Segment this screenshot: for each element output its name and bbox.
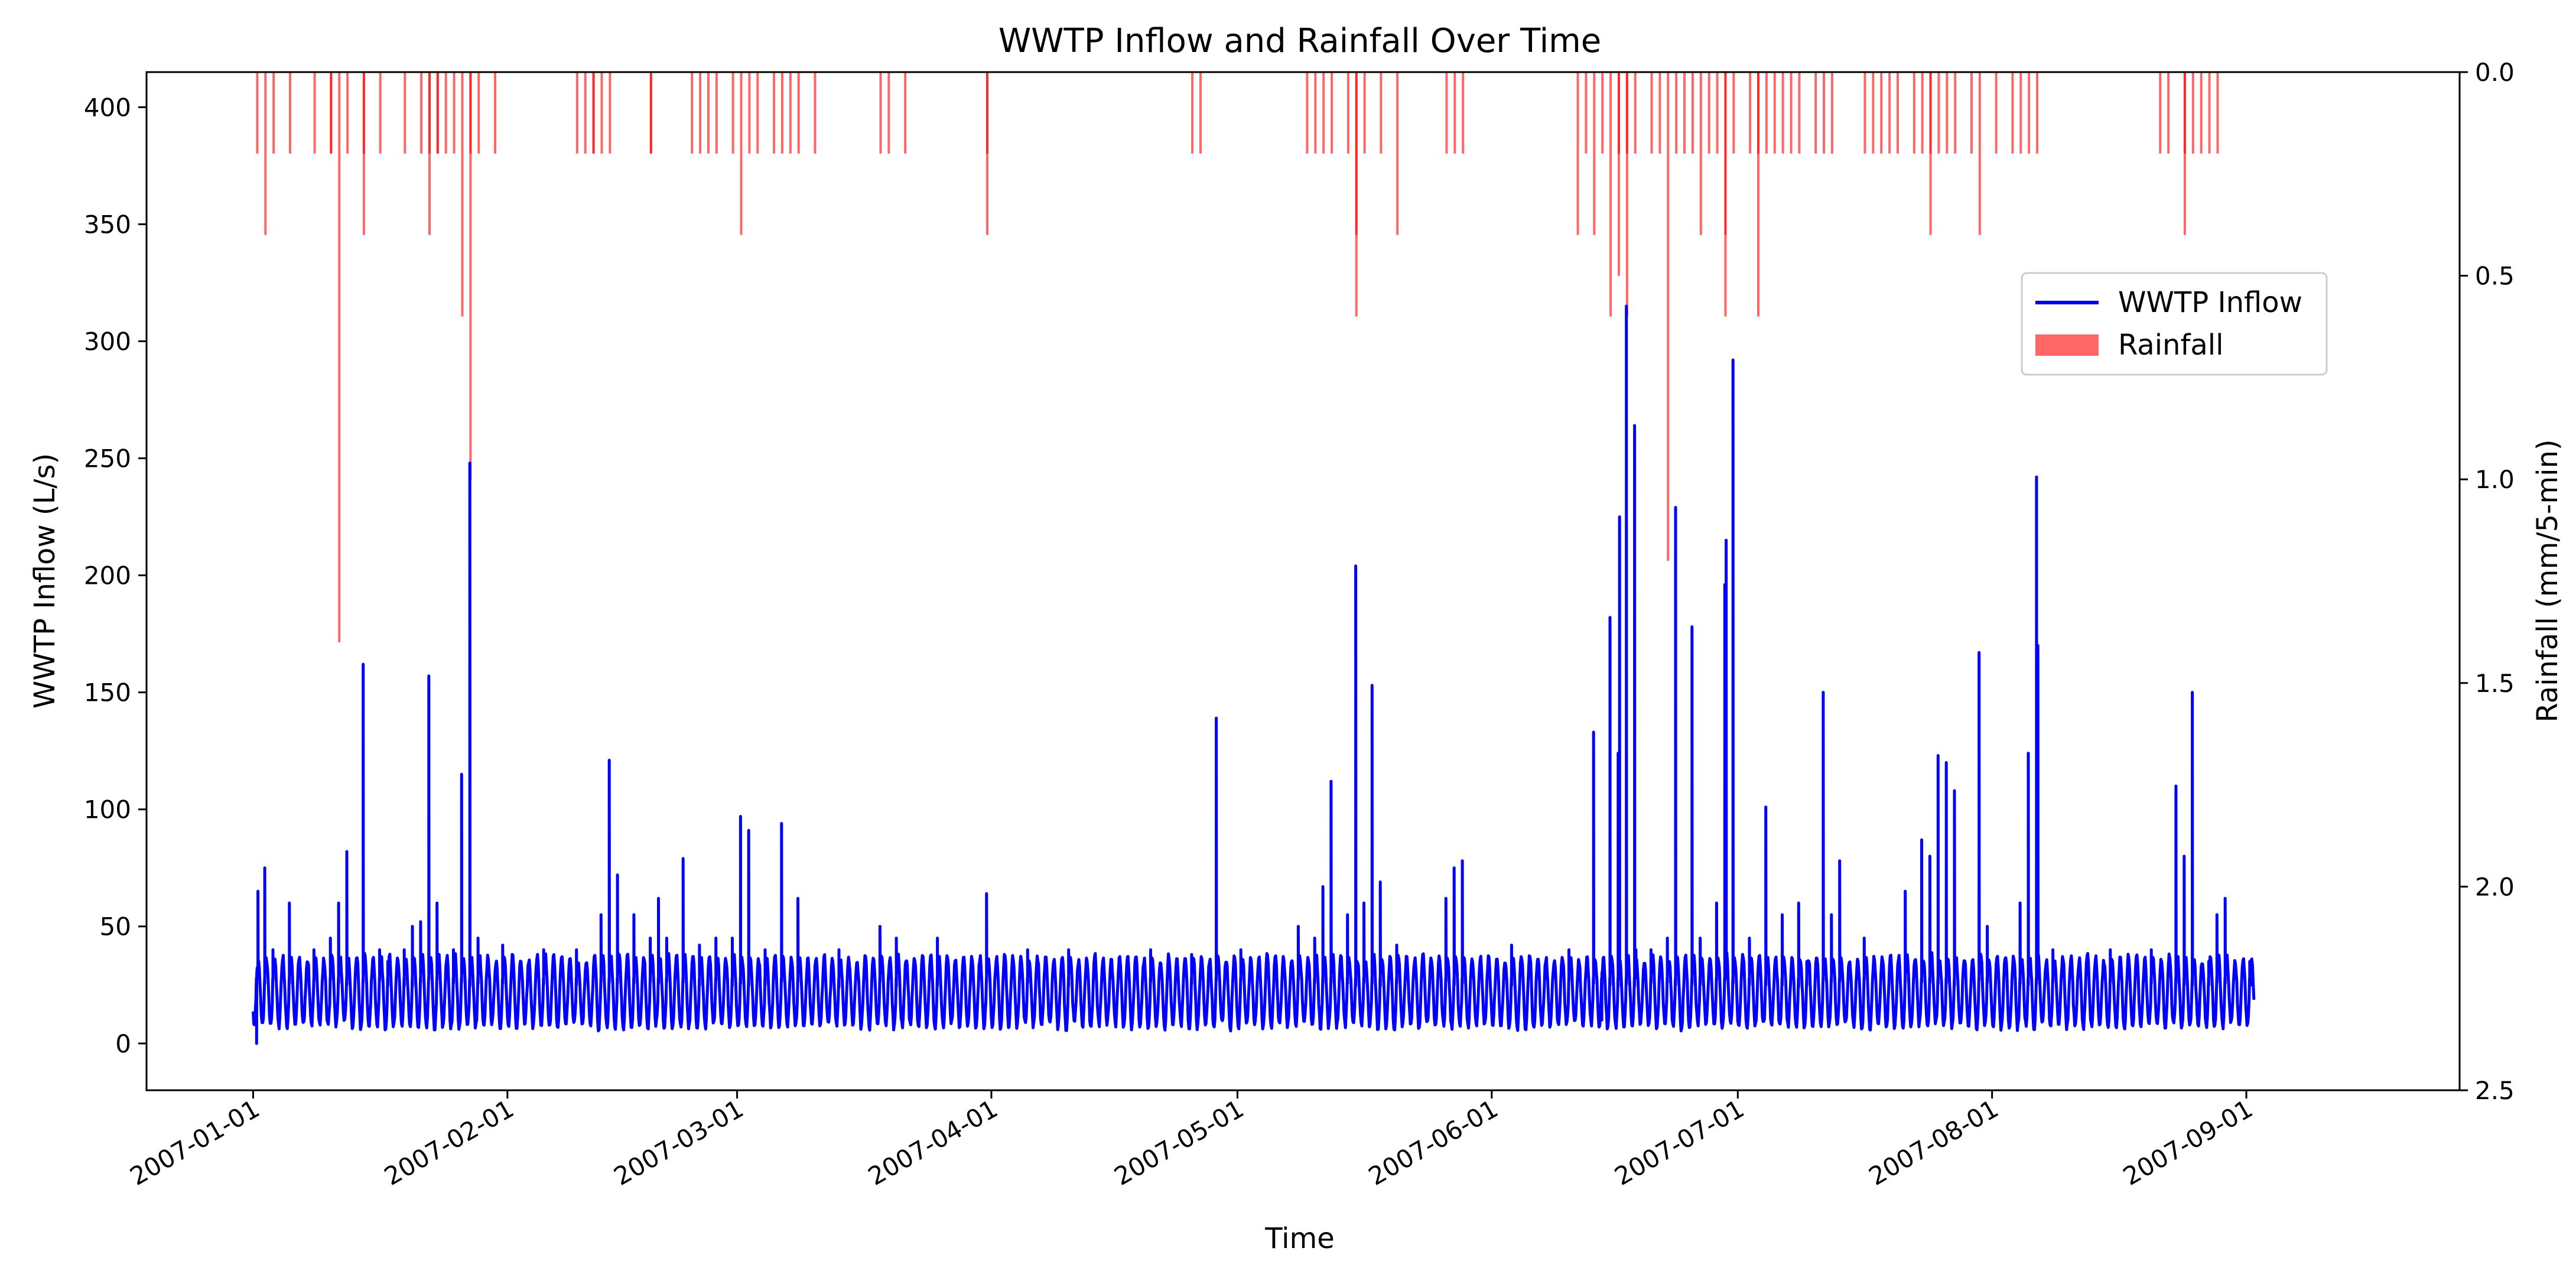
y-tick-label: 0: [115, 1029, 131, 1058]
y2-axis-label: Rainfall (mm/5-min): [2531, 439, 2564, 722]
rainfall-bars: [256, 72, 2219, 642]
left-axis-ticks: 0 50 100 150 200 250 300 350 400: [84, 93, 147, 1058]
y-tick-label: 250: [84, 444, 131, 473]
y-axis-label: WWTP Inflow (L/s): [28, 453, 61, 709]
chart-legend: WWTP Inflow Rainfall: [2021, 272, 2328, 376]
legend-label-rainfall: Rainfall: [2118, 329, 2223, 362]
y-tick-label: 50: [100, 912, 131, 941]
chart-title: WWTP Inflow and Rainfall Over Time: [998, 22, 1601, 60]
legend-swatch-rainfall: [2035, 334, 2099, 356]
y-tick-label: 300: [84, 327, 131, 356]
y-tick-label: 200: [84, 561, 131, 590]
y2-tick-label: 2.5: [2475, 1076, 2515, 1105]
y2-tick-label: 1.0: [2475, 465, 2515, 494]
plot-area: [252, 72, 2256, 1045]
y-tick-label: 350: [84, 210, 131, 239]
inflow-line-group: [252, 304, 2256, 1045]
y2-tick-label: 2.0: [2475, 872, 2515, 901]
right-axis-ticks: 0.0 0.5 1.0 1.5 2.0 2.5: [2460, 58, 2515, 1105]
y-tick-label: 100: [84, 795, 131, 824]
inflow-line: [252, 304, 2256, 1045]
x-axis-label: Time: [1264, 1222, 1334, 1255]
y2-tick-label: 0.0: [2475, 58, 2515, 87]
y-tick-label: 150: [84, 678, 131, 707]
plot-frame: [145, 71, 2461, 1091]
legend-label-inflow: WWTP Inflow: [2118, 286, 2302, 319]
y2-tick-label: 0.5: [2475, 262, 2515, 291]
y-tick-label: 400: [84, 93, 131, 122]
y2-tick-label: 1.5: [2475, 669, 2515, 698]
